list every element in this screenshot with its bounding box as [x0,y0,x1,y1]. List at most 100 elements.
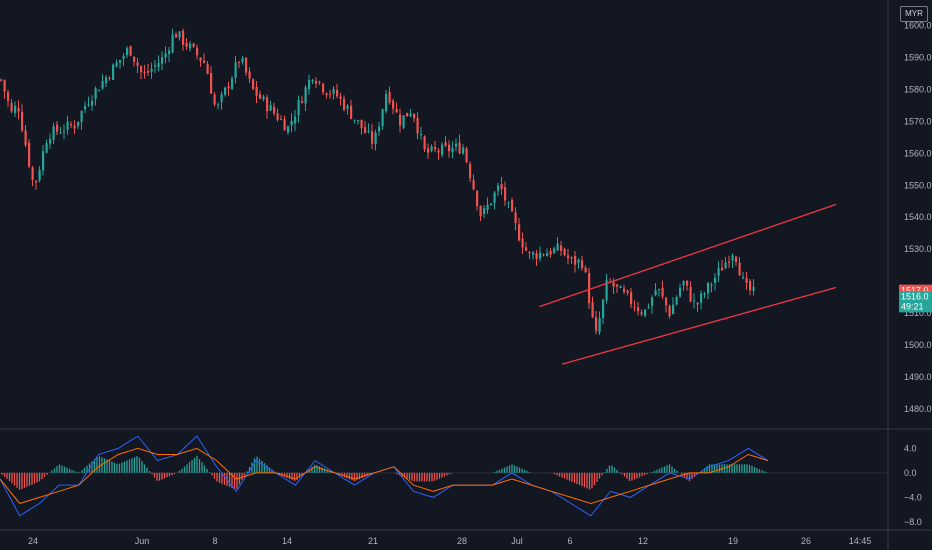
candle-body [210,72,213,94]
candle-body [630,292,633,305]
candle-body [59,132,62,134]
candle-body [556,243,559,251]
price-axis-label: 1540.0 [904,212,932,222]
candle-body [360,119,363,129]
candle-body [108,77,111,79]
candle-body [605,280,608,301]
candle-body [3,79,6,92]
candle-body [147,70,150,73]
candle-body [248,71,251,79]
macd-indicator [0,435,888,517]
macd-line [0,435,769,517]
time-axis-label: 28 [457,536,467,546]
candle-body [745,277,748,283]
candle-body [21,111,24,131]
price-axis[interactable]: 1600.0 1590.0 1580.0 1570.0 1560.0 1550.0 1540… [904,21,932,414]
candle-body [98,90,101,92]
macd-axis-label: 4.0 [904,443,917,453]
candle-body [318,81,321,83]
candle-body [476,190,479,207]
time-axis-label: Jul [511,536,523,546]
candle-body [227,86,230,89]
time-axis[interactable]: 24 Jun 8 14 21 28 Jul 6 12 19 26 14:45 [28,536,871,546]
candle-body [546,253,549,257]
candle-body [640,312,643,315]
candle-body [507,202,510,204]
candle-body [682,281,685,286]
candle-body [73,125,76,129]
price-axis-label: 1480.0 [904,404,932,414]
candle-body [266,97,269,112]
candle-body [591,302,594,318]
candle-body [297,100,300,116]
candle-body [381,109,384,126]
candle-body [686,280,689,286]
candle-body [749,280,752,291]
candle-body [738,262,741,276]
current-price-text: 1516.0 [901,291,929,301]
candle-body [385,94,388,112]
last-price-text: 1517.0 [901,286,929,296]
candle-body [185,42,188,47]
candle-body [619,286,622,288]
candle-body [532,252,535,255]
candle-body [196,47,199,56]
candle-body [514,212,517,223]
candle-body [577,259,580,263]
candle-body [472,180,475,190]
candle-body [430,146,433,151]
candle-body [143,72,146,74]
candle-body [192,43,195,47]
candle-body [182,30,185,45]
candle-body [234,62,237,78]
candle-body [154,65,157,67]
candle-body [521,238,524,248]
candle-body [528,252,531,254]
upper-channel-line[interactable] [539,203,837,308]
candle-body [115,62,118,67]
candle-body [84,106,87,110]
candle-body [637,307,640,312]
lower-channel-line[interactable] [561,286,837,365]
candle-body [423,136,426,150]
candle-body [595,317,598,331]
candle-body [364,127,367,133]
candle-body [101,81,104,89]
candle-body [175,34,178,38]
candle-body [451,147,454,153]
candle-body [679,287,682,297]
candle-body [563,248,566,255]
candle-body [52,126,55,140]
candle-body [560,245,563,251]
time-axis-label: 14 [282,536,292,546]
candle-body [588,272,591,304]
candle-body [409,113,412,117]
candle-body [238,61,241,63]
candle-body [717,267,720,276]
candle-body [371,131,374,144]
candle-body [549,250,552,255]
price-axis-label: 1490.0 [904,372,932,382]
candle-body [490,203,493,205]
time-axis-label: 8 [212,536,217,546]
candle-body [49,139,52,144]
candle-body [675,297,678,305]
candle-body [584,267,587,272]
candle-body [280,119,283,121]
macd-axis[interactable]: 4.0 0.0 −4.0 −8.0 [904,443,922,527]
candle-body [315,81,318,84]
candle-body [42,151,45,171]
candle-body [273,106,276,114]
candle-body [616,284,619,287]
candle-body [311,79,314,82]
candle-body [511,199,514,212]
candle-body [486,204,489,210]
candle-body [413,113,416,119]
candle-body [38,169,41,181]
candle-body [598,318,601,333]
candle-body [497,185,500,191]
candle-body [665,297,668,306]
currency-button[interactable]: MYR [900,6,928,22]
bar-countdown-text: 49:21 [901,301,924,311]
